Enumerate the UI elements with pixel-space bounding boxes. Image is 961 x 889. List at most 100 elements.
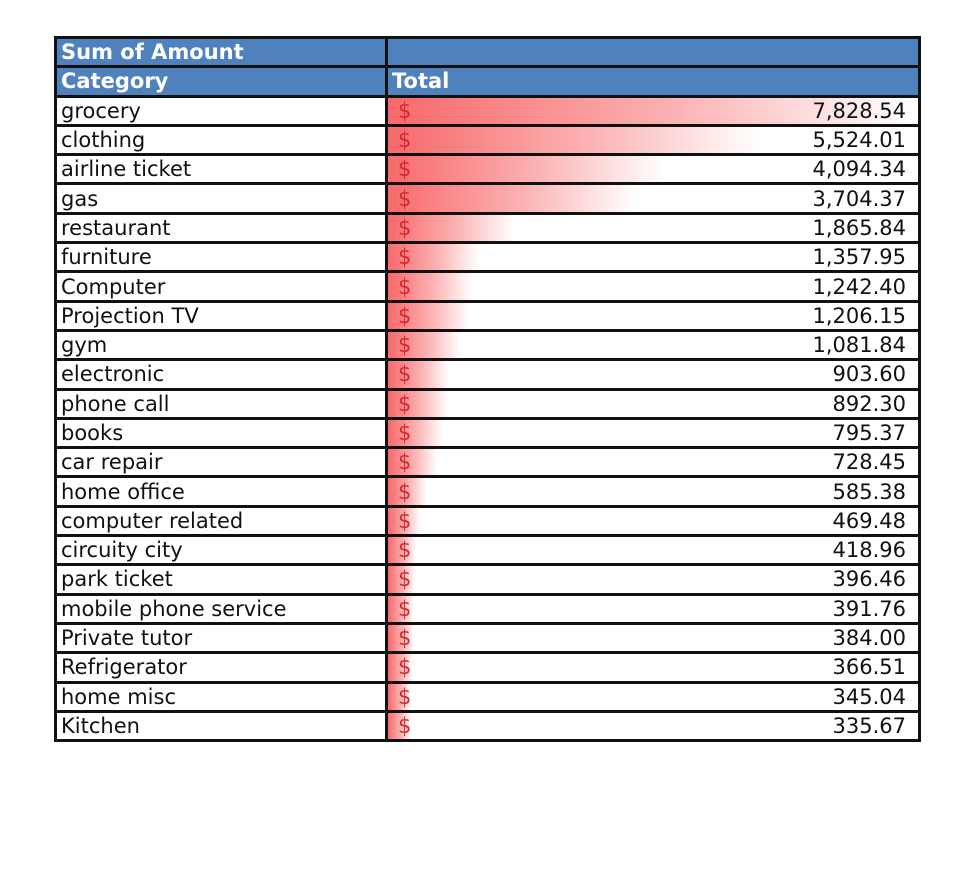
table-row: computer related $469.48 bbox=[54, 504, 921, 538]
table-row: mobile phone service $391.76 bbox=[54, 592, 921, 625]
category-cell[interactable]: Private tutor bbox=[54, 621, 388, 655]
category-label: restaurant bbox=[61, 215, 171, 240]
data-bar bbox=[389, 479, 427, 504]
currency-symbol: $ bbox=[398, 538, 412, 563]
category-label: Computer bbox=[61, 274, 166, 299]
category-cell[interactable]: books bbox=[54, 416, 388, 450]
total-value: 3,704.37 bbox=[812, 186, 906, 211]
data-bar bbox=[389, 626, 414, 650]
category-label: clothing bbox=[61, 128, 146, 153]
category-cell[interactable]: home misc bbox=[54, 680, 388, 713]
data-bar bbox=[389, 99, 915, 123]
data-bar bbox=[389, 509, 420, 533]
currency-symbol: $ bbox=[398, 421, 412, 445]
total-cell[interactable]: $1,206.15 bbox=[385, 299, 921, 332]
total-cell[interactable]: $469.48 bbox=[385, 504, 921, 538]
total-cell[interactable]: $1,357.95 bbox=[385, 241, 921, 274]
category-cell[interactable]: clothing bbox=[54, 123, 388, 157]
category-cell[interactable]: gas bbox=[54, 182, 388, 215]
category-label: circuity city bbox=[61, 538, 183, 563]
total-cell[interactable]: $1,081.84 bbox=[385, 328, 921, 362]
category-label: park ticket bbox=[61, 567, 173, 592]
table-row: circuity city $418.96 bbox=[54, 534, 921, 567]
total-cell[interactable]: $384.00 bbox=[385, 621, 921, 655]
total-value: 345.04 bbox=[832, 684, 906, 709]
category-label: mobile phone service bbox=[61, 596, 287, 621]
data-bar bbox=[389, 597, 414, 621]
category-cell[interactable]: home office bbox=[54, 475, 388, 508]
pivot-title-blank-cell[interactable] bbox=[385, 35, 921, 69]
category-cell[interactable]: Refrigerator bbox=[54, 651, 388, 684]
category-cell[interactable]: grocery bbox=[54, 94, 388, 127]
currency-symbol: $ bbox=[398, 508, 412, 533]
category-cell[interactable]: airline ticket bbox=[54, 153, 388, 186]
category-cell[interactable]: Computer bbox=[54, 270, 388, 303]
total-value: 5,524.01 bbox=[812, 128, 906, 153]
total-value: 335.67 bbox=[832, 713, 906, 738]
category-header-cell[interactable]: Category bbox=[54, 65, 388, 98]
category-cell[interactable]: mobile phone service bbox=[54, 592, 388, 625]
data-bar bbox=[389, 157, 664, 181]
category-cell[interactable]: park ticket bbox=[54, 563, 388, 596]
category-label: Projection TV bbox=[61, 303, 199, 328]
currency-symbol: $ bbox=[398, 98, 412, 123]
total-value: 1,206.15 bbox=[812, 303, 906, 328]
category-cell[interactable]: car repair bbox=[54, 446, 388, 479]
total-cell[interactable]: $396.46 bbox=[385, 563, 921, 596]
category-cell[interactable]: gym bbox=[54, 328, 388, 362]
category-label: furniture bbox=[61, 245, 152, 270]
currency-symbol: $ bbox=[398, 333, 412, 358]
total-value: 366.51 bbox=[832, 655, 906, 680]
table-row: gas $3,704.37 bbox=[54, 182, 921, 215]
table-row: Private tutor $384.00 bbox=[54, 621, 921, 655]
data-bar bbox=[389, 187, 637, 211]
category-cell[interactable]: computer related bbox=[54, 504, 388, 538]
table-row: airline ticket $4,094.34 bbox=[54, 153, 921, 186]
data-bar bbox=[389, 450, 437, 474]
total-cell[interactable]: $3,704.37 bbox=[385, 182, 921, 215]
table-row: furniture $1,357.95 bbox=[54, 241, 921, 274]
total-header-cell[interactable]: Total bbox=[385, 65, 921, 98]
category-cell[interactable]: furniture bbox=[54, 241, 388, 274]
total-cell[interactable]: $366.51 bbox=[385, 651, 921, 684]
category-cell[interactable]: Projection TV bbox=[54, 299, 388, 332]
category-cell[interactable]: electronic bbox=[54, 358, 388, 391]
category-label: electronic bbox=[61, 362, 165, 387]
total-value: 892.30 bbox=[832, 391, 906, 416]
data-bar bbox=[389, 421, 442, 445]
total-cell[interactable]: $903.60 bbox=[385, 358, 921, 391]
total-cell[interactable]: $728.45 bbox=[385, 446, 921, 479]
pivot-title: Sum of Amount bbox=[61, 40, 244, 65]
currency-symbol: $ bbox=[398, 391, 412, 416]
table-row: Refrigerator $366.51 bbox=[54, 651, 921, 684]
table-row: books $795.37 bbox=[54, 416, 921, 450]
currency-symbol: $ bbox=[398, 186, 412, 211]
total-value: 396.46 bbox=[832, 567, 906, 592]
total-cell[interactable]: $4,094.34 bbox=[385, 153, 921, 186]
total-cell[interactable]: $391.76 bbox=[385, 592, 921, 625]
category-cell[interactable]: Kitchen bbox=[54, 709, 388, 743]
category-cell[interactable]: circuity city bbox=[54, 534, 388, 567]
category-label: gas bbox=[61, 186, 99, 211]
total-cell[interactable]: $795.37 bbox=[385, 416, 921, 450]
total-cell[interactable]: $7,828.54 bbox=[385, 94, 921, 127]
total-cell[interactable]: $335.67 bbox=[385, 709, 921, 743]
total-cell[interactable]: $345.04 bbox=[385, 680, 921, 713]
total-cell[interactable]: $5,524.01 bbox=[385, 123, 921, 157]
category-label: home office bbox=[61, 479, 185, 504]
total-value: 903.60 bbox=[832, 362, 906, 387]
data-bar bbox=[389, 128, 760, 152]
table-row: Computer $1,242.40 bbox=[54, 270, 921, 303]
total-value: 7,828.54 bbox=[812, 98, 906, 123]
total-cell[interactable]: $1,242.40 bbox=[385, 270, 921, 303]
total-cell[interactable]: $418.96 bbox=[385, 534, 921, 567]
category-cell[interactable]: phone call bbox=[54, 387, 388, 420]
data-bar bbox=[389, 245, 479, 269]
total-cell[interactable]: $1,865.84 bbox=[385, 211, 921, 245]
currency-symbol: $ bbox=[398, 274, 412, 299]
category-label: grocery bbox=[61, 98, 141, 123]
pivot-title-cell[interactable]: Sum of Amount bbox=[54, 35, 388, 69]
category-cell[interactable]: restaurant bbox=[54, 211, 388, 245]
total-cell[interactable]: $892.30 bbox=[385, 387, 921, 420]
total-cell[interactable]: $585.38 bbox=[385, 475, 921, 508]
